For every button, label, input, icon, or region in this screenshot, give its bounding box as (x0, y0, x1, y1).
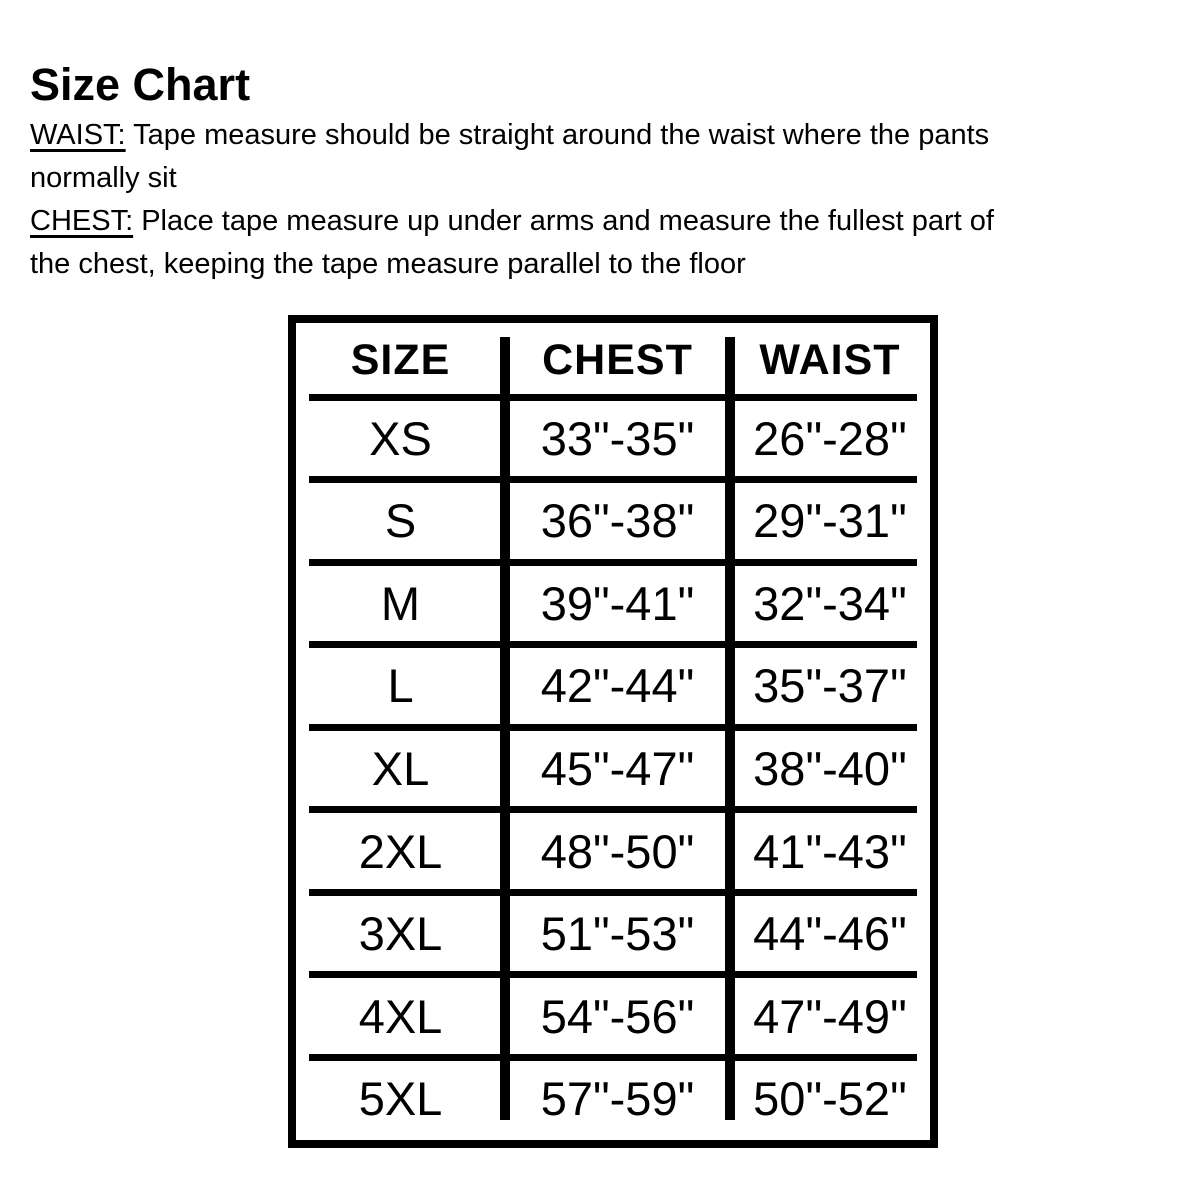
table-cell-waist: 26"-28" (753, 411, 907, 465)
horizontal-divider (309, 393, 917, 401)
horizontal-divider (309, 888, 917, 896)
waist-label: WAIST: (30, 119, 126, 151)
horizontal-divider (309, 641, 917, 649)
table-cell-size: 2XL (358, 824, 443, 878)
column-header: CHEST (542, 335, 693, 384)
table-cell-chest: 57"-59" (540, 1072, 695, 1126)
waist-instruction-text: Tape measure should be straight around t… (30, 119, 990, 194)
table-cell-size: 4XL (358, 989, 443, 1043)
table-cell-size: 5XL (358, 1072, 443, 1126)
horizontal-divider (309, 971, 917, 979)
table-cell-chest: 54"-56" (540, 989, 695, 1043)
table-cell-waist: 35"-37" (753, 659, 907, 713)
column-header: WAIST (759, 335, 901, 384)
table-cell-size: S (384, 494, 417, 548)
table-cell-waist: 32"-34" (753, 576, 907, 630)
column-header: SIZE (350, 335, 451, 384)
table-cell-waist: 41"-43" (753, 824, 907, 878)
table-cell-chest: 51"-53" (540, 907, 695, 961)
chest-instruction-text: Place tape measure up under arms and mea… (30, 205, 994, 280)
table-cell-size: XS (369, 411, 432, 465)
table-cell-size: L (387, 659, 414, 713)
horizontal-divider (309, 558, 917, 566)
table-cell-chest: 45"-47" (540, 741, 695, 795)
table-cell-waist: 29"-31" (753, 494, 907, 548)
measurement-instructions: WAIST: Tape measure should be straight a… (30, 114, 1180, 286)
chest-label: CHEST: (30, 205, 134, 237)
horizontal-divider (309, 1053, 917, 1061)
table-cell-chest: 36"-38" (540, 494, 695, 548)
table-cell-chest: 33"-35" (540, 411, 695, 465)
table-cell-waist: 47"-49" (753, 989, 907, 1043)
horizontal-divider (309, 476, 917, 484)
waist-instruction: WAIST: Tape measure should be straight a… (30, 114, 1180, 200)
size-table-grid: SIZE CHEST WAIST XS 33"-35" 26"-28" S 36"-38" 29… (296, 323, 930, 1140)
horizontal-divider (309, 723, 917, 731)
table-cell-chest: 42"-44" (540, 659, 695, 713)
table-cell-waist: 38"-40" (753, 741, 907, 795)
table-cell-chest: 48"-50" (540, 824, 695, 878)
page-title: Size Chart (30, 59, 251, 111)
table-cell-waist: 44"-46" (753, 907, 907, 961)
table-cell-size: M (380, 576, 421, 630)
table-cell-waist: 50"-52" (753, 1072, 907, 1126)
table-cell-size: XL (371, 741, 430, 795)
horizontal-divider (309, 806, 917, 814)
table-cell-chest: 39"-41" (540, 576, 695, 630)
table-cell-size: 3XL (358, 907, 443, 961)
size-chart-table: SIZE CHEST WAIST XS 33"-35" 26"-28" S 36"-38" 29… (288, 315, 938, 1148)
chest-instruction: CHEST: Place tape measure up under arms … (30, 200, 1180, 286)
